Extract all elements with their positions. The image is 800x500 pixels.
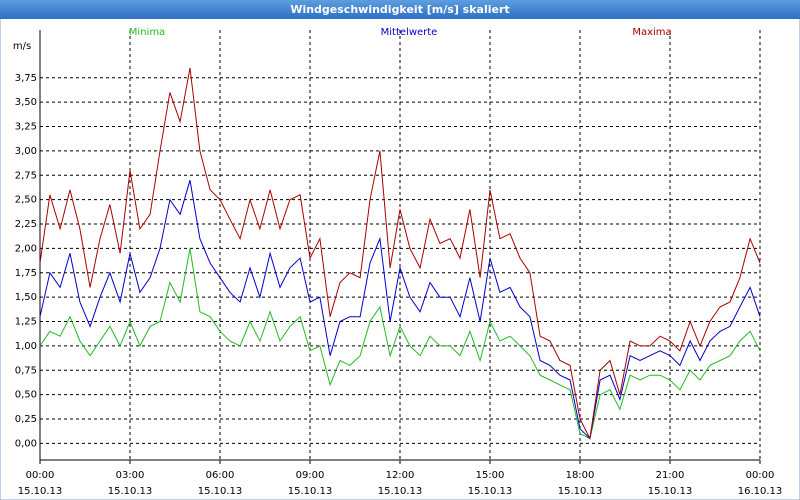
y-tick-label: 3,75 [15, 73, 37, 84]
y-axis-unit: m/s [13, 41, 31, 52]
y-tick-label: 1,00 [15, 341, 37, 352]
x-tick-date: 15.10.13 [468, 486, 513, 497]
y-tick-label: 2,25 [15, 219, 37, 230]
y-tick-label: 2,50 [15, 195, 37, 206]
series-line [39, 180, 761, 440]
x-tick-date: 15.10.13 [198, 486, 243, 497]
y-tick-label: 3,50 [15, 97, 37, 108]
y-tick-label: 2,00 [15, 243, 37, 254]
title-bar [0, 0, 800, 19]
x-tick-label: 18:00 [566, 470, 595, 481]
y-tick-label: 0,00 [15, 438, 37, 449]
window-title: Windgeschwindigkeit [m/s] skaliert [290, 3, 509, 16]
x-tick-date: 15.10.13 [18, 486, 63, 497]
x-tick-date: 15.10.13 [558, 486, 603, 497]
x-tick-label: 03:00 [116, 470, 145, 481]
x-tick-label: 09:00 [296, 470, 325, 481]
x-tick-label: 21:00 [656, 470, 685, 481]
x-tick-label: 15:00 [476, 470, 505, 481]
y-tick-label: 3,00 [15, 146, 37, 157]
series-line [39, 248, 761, 440]
legend-label: Minima [129, 27, 165, 38]
y-tick-label: 2,75 [15, 170, 37, 181]
x-tick-date: 15.10.13 [288, 486, 333, 497]
legend-label: Mittelwerte [381, 27, 438, 38]
y-tick-label: 0,75 [15, 365, 37, 376]
y-tick-label: 1,50 [15, 292, 37, 303]
x-tick-label: 06:00 [206, 470, 235, 481]
x-tick-date: 16.10.13 [738, 486, 783, 497]
legend-label: Maxima [632, 27, 671, 38]
x-tick-date: 15.10.13 [108, 486, 153, 497]
x-tick-label: 12:00 [386, 470, 415, 481]
y-tick-label: 0,25 [15, 414, 37, 425]
y-tick-label: 3,25 [15, 122, 37, 133]
x-tick-date: 15.10.13 [648, 486, 693, 497]
x-tick-label: 00:00 [746, 470, 775, 481]
x-tick-label: 00:00 [26, 470, 55, 481]
x-tick-date: 15.10.13 [378, 486, 423, 497]
series-line [39, 67, 761, 441]
y-tick-label: 1,25 [15, 317, 37, 328]
y-tick-label: 0,50 [15, 390, 37, 401]
y-tick-label: 1,75 [15, 268, 37, 279]
